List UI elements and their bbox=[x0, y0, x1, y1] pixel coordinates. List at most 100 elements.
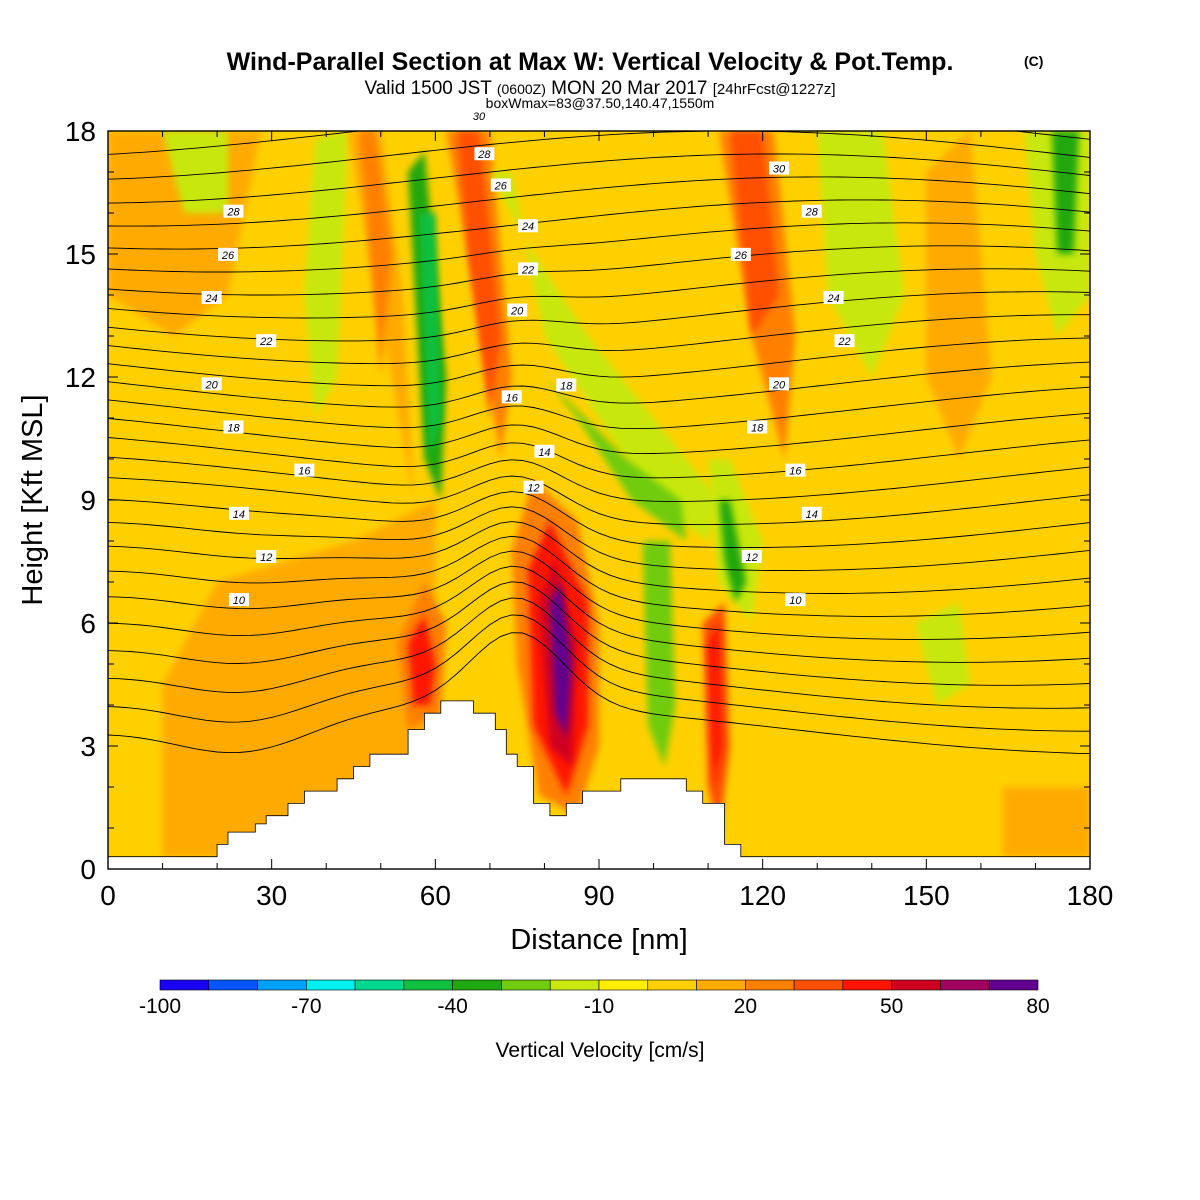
contour-label-bg bbox=[518, 219, 539, 233]
colorbar-swatch bbox=[159, 979, 210, 991]
chart-title-mark: (C) bbox=[1024, 53, 1043, 69]
contour-label-bg bbox=[747, 420, 768, 434]
contour-label-bg bbox=[834, 334, 855, 348]
contour-label: 12 bbox=[741, 549, 762, 564]
contour-label: 18 bbox=[556, 378, 577, 392]
theta-contour-line bbox=[108, 565, 1090, 663]
y-axis-label: Height [Kft MSL] bbox=[17, 394, 49, 605]
boxmax-note: boxWmax=83@37.50,140.47,1550m bbox=[486, 95, 715, 111]
contour-label-text: 26 bbox=[734, 250, 748, 262]
contour-label-bg bbox=[228, 506, 249, 520]
velocity-region bbox=[708, 623, 722, 787]
chart-title: Wind-Parallel Section at Max W: Vertical… bbox=[227, 48, 954, 76]
velocity-region bbox=[408, 614, 436, 705]
colorbar-swatch bbox=[696, 979, 746, 991]
contour-label: 20 bbox=[201, 377, 222, 391]
colorbar-tick-label: 80 bbox=[1026, 995, 1049, 1018]
contour-label-text: 14 bbox=[806, 509, 818, 521]
contour-label-text: 24 bbox=[205, 293, 218, 305]
y-tick-label: 9 bbox=[80, 485, 96, 516]
contour-label-text: 12 bbox=[260, 552, 272, 564]
velocity-region bbox=[915, 602, 970, 705]
contour-label-text: 18 bbox=[751, 422, 764, 434]
contour-label-bg bbox=[501, 390, 522, 404]
contour-label-bg bbox=[785, 463, 806, 477]
colorbar-tick-label: 50 bbox=[880, 995, 903, 1018]
velocity-region bbox=[642, 541, 676, 767]
contour-label-bg bbox=[218, 247, 239, 261]
contour-label: 30 bbox=[769, 161, 790, 176]
theta-contour-line bbox=[108, 535, 1090, 617]
contour-label-bg bbox=[228, 593, 249, 607]
terrain-profile bbox=[108, 700, 1090, 869]
contour-label-bg bbox=[223, 420, 244, 434]
contour-label-text: 18 bbox=[560, 380, 573, 392]
theta-contour-line bbox=[108, 491, 1090, 549]
theta-contour-line bbox=[108, 176, 1090, 227]
theta-contour-line bbox=[108, 412, 1090, 455]
x-axis: 0 30 60 90 120 150 180 bbox=[100, 131, 1113, 911]
contour-label-bg bbox=[823, 291, 844, 305]
valid-time-line: Valid 1500 JST (0600Z) MON 20 Mar 2017 [… bbox=[364, 78, 835, 99]
theta-contour-line bbox=[108, 437, 1090, 479]
contour-label-bg bbox=[490, 178, 511, 192]
colorbar-swatch bbox=[549, 979, 600, 991]
contour-label: 26 bbox=[490, 178, 511, 193]
colorbar-swatch bbox=[501, 979, 551, 991]
x-tick-label: 0 bbox=[100, 880, 116, 911]
colorbar-swatch bbox=[891, 979, 941, 991]
x-tick-label: 30 bbox=[256, 880, 287, 911]
contour-label-text: 26 bbox=[494, 181, 508, 193]
terrain-mask bbox=[108, 700, 1090, 869]
velocity-region bbox=[719, 500, 747, 603]
x-tick-label: 180 bbox=[1067, 880, 1114, 911]
theta-contour-line bbox=[108, 199, 1090, 250]
y-axis: 0 3 6 9 12 15 18 bbox=[65, 116, 1090, 885]
colorbar-swatch bbox=[354, 979, 405, 991]
contour-label-bg bbox=[523, 480, 544, 494]
theta-contour-line bbox=[108, 632, 1090, 755]
x-tick-label: 90 bbox=[583, 880, 614, 911]
contour-label-text: 12 bbox=[746, 552, 758, 564]
colorbar-swatch bbox=[745, 979, 795, 991]
theta-contour-line bbox=[108, 314, 1090, 365]
contour-label-bg bbox=[256, 334, 277, 348]
x-tick-label: 150 bbox=[903, 880, 950, 911]
contour-label-bg bbox=[769, 377, 790, 391]
contour-label-text: 24 bbox=[826, 293, 839, 305]
contour-label: 18 bbox=[223, 420, 244, 434]
contour-label-bg bbox=[785, 593, 806, 607]
contour-label-text: 14 bbox=[538, 447, 550, 459]
contour-label-bg bbox=[468, 109, 489, 123]
contour-label-text: 14 bbox=[233, 509, 245, 521]
colorbar-swatch bbox=[988, 979, 1039, 991]
colorbar-tick-label: -100 bbox=[139, 995, 181, 1018]
contour-label-text: 16 bbox=[506, 392, 519, 404]
y-tick-label: 3 bbox=[80, 731, 96, 762]
contour-label-text: 16 bbox=[789, 466, 802, 478]
contour-label-bg bbox=[801, 204, 822, 218]
contour-label: 28 bbox=[474, 147, 495, 161]
contour-label-bg bbox=[474, 147, 495, 161]
contour-label-bg bbox=[294, 463, 315, 477]
x-axis-label: Distance [nm] bbox=[510, 924, 687, 956]
contour-label: 16 bbox=[294, 463, 315, 478]
colorbar-tick-label: -10 bbox=[584, 995, 614, 1018]
colorbar-swatch bbox=[598, 979, 649, 991]
colorbar-swatch bbox=[403, 979, 453, 991]
colorbar-swatch bbox=[306, 979, 356, 991]
contour-label-bg bbox=[201, 291, 222, 305]
theta-contour-line bbox=[108, 337, 1090, 387]
contour-label: 20 bbox=[769, 377, 790, 391]
valid-date: MON 20 Mar 2017 bbox=[551, 78, 707, 99]
colorbar-tick-label: -70 bbox=[291, 995, 321, 1018]
theta-contour-line bbox=[108, 475, 1090, 526]
contour-label-bg bbox=[534, 444, 555, 458]
y-tick-label: 15 bbox=[65, 239, 96, 270]
contour-label: 20 bbox=[507, 303, 528, 318]
contour-label-text: 20 bbox=[510, 306, 524, 318]
forecast-tag: [24hrFcst@1227z] bbox=[713, 81, 836, 98]
contour-label: 12 bbox=[523, 480, 544, 495]
contour-label-text: 20 bbox=[772, 379, 786, 391]
x-tick-label: 120 bbox=[739, 880, 786, 911]
